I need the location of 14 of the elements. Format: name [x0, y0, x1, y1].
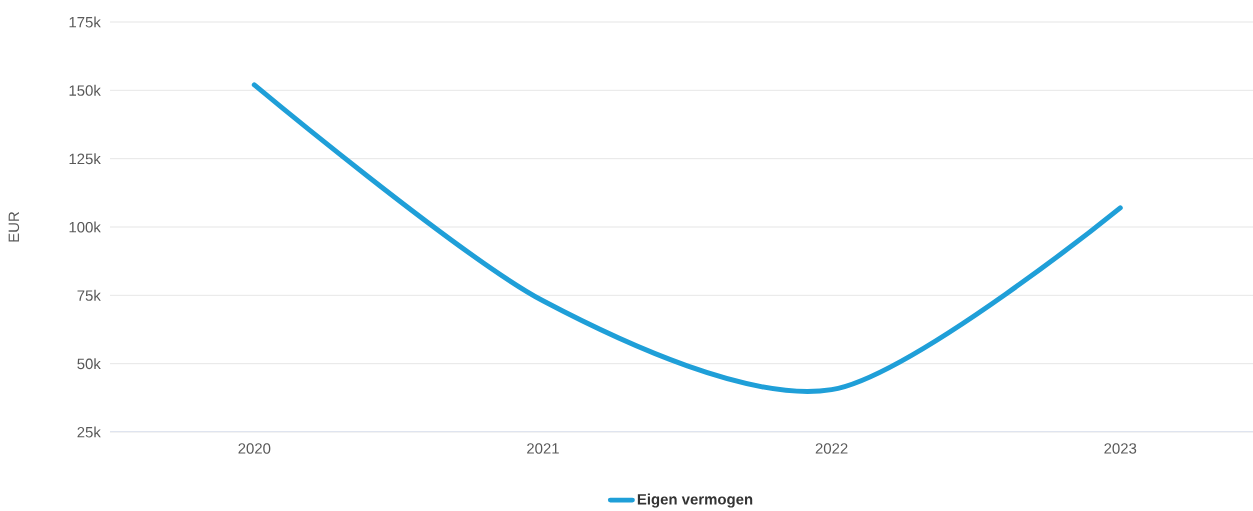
y-tick-label: 175k: [69, 16, 101, 28]
legend-label: Eigen vermogen: [637, 493, 753, 508]
x-tick-label: 2022: [815, 443, 848, 454]
y-tick-label: 50k: [77, 358, 101, 370]
y-tick-label: 25k: [77, 426, 101, 438]
line-series: [251, 82, 1123, 394]
x-tick-label: 2021: [527, 443, 559, 454]
y-tick-label: 100k: [69, 221, 101, 233]
y-tick-label: 150k: [69, 84, 101, 96]
y-tick-label: 125k: [69, 153, 101, 165]
x-tick-label: 2020: [238, 443, 271, 454]
x-tick-label: 2023: [1104, 443, 1137, 454]
y-axis-title: EUR: [8, 211, 20, 242]
y-tick-label: 75k: [77, 289, 101, 301]
